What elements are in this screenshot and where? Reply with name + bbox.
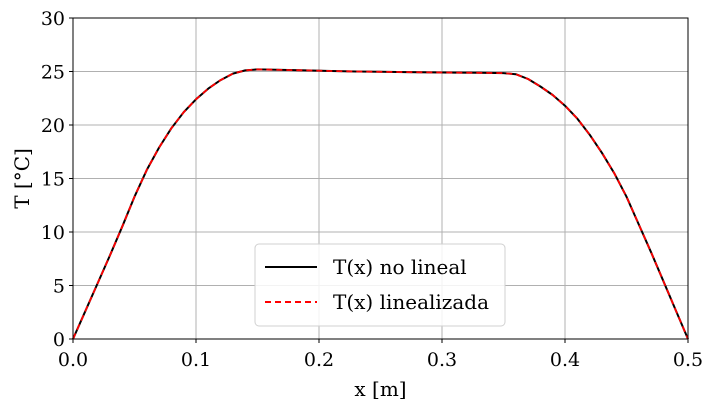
x-tick-label: 0.0 — [58, 349, 88, 371]
y-tick-label: 0 — [53, 329, 65, 351]
y-axis-label: T [°C] — [10, 148, 34, 209]
x-tick-label: 0.2 — [304, 349, 334, 371]
y-tick-label: 20 — [41, 115, 65, 137]
series-line — [72, 68, 689, 340]
y-tick-label: 10 — [41, 222, 65, 244]
y-tick-label: 5 — [53, 276, 65, 298]
x-tick-label: 0.1 — [181, 349, 211, 371]
x-tick-label: 0.4 — [550, 349, 580, 371]
y-tick-label: 25 — [41, 62, 65, 84]
y-tick-label: 30 — [41, 8, 65, 30]
legend-label: T(x) linealizada — [333, 290, 489, 314]
x-tick-label: 0.3 — [427, 349, 457, 371]
y-tick-label: 15 — [41, 169, 65, 191]
ticks: 0.0 0.1 0.2 0.3 0.4 0.5 0 5 10 15 20 25 30 — [41, 8, 703, 371]
legend: T(x) no lineal T(x) linealizada — [254, 243, 506, 327]
x-tick-label: 0.5 — [673, 349, 703, 371]
x-axis-label: x [m] — [354, 377, 406, 401]
legend-box — [254, 243, 506, 327]
series-layer — [72, 68, 689, 340]
legend-label: T(x) no lineal — [333, 255, 467, 279]
